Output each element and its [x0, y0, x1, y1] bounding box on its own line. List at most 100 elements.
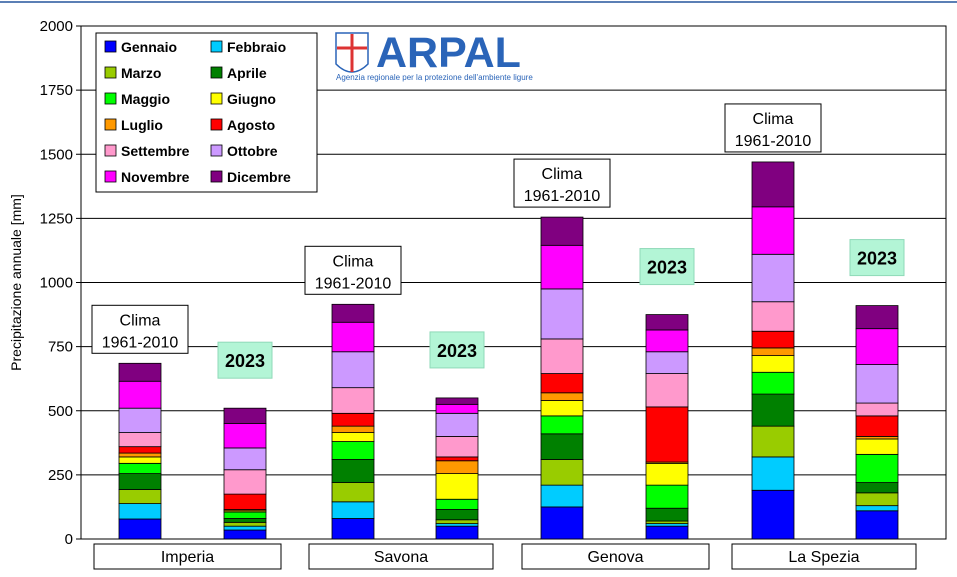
bar-segment-aprile	[331, 459, 375, 483]
bar-segment-settembre	[223, 469, 267, 495]
bar-segment-ottobre	[223, 447, 267, 471]
bar-segment-febbraio	[540, 484, 584, 508]
bar-segment-settembre	[645, 373, 689, 408]
bar-segment-novembre	[435, 403, 479, 414]
bar-segment-giugno	[435, 473, 479, 500]
category-box	[93, 543, 282, 570]
x-category-label: Imperia	[161, 549, 214, 566]
plot-frame	[80, 25, 947, 540]
bar-segment-ottobre	[645, 351, 689, 374]
bar-segment-luglio	[435, 460, 479, 474]
legend-swatch-maggio	[104, 92, 117, 105]
year-label-box	[429, 331, 485, 369]
bar-segment-giugno	[118, 456, 162, 464]
legend-swatch-agosto	[210, 118, 223, 131]
bar-segment-agosto	[751, 330, 795, 349]
clima-label-line2: 1961-2010	[524, 188, 601, 205]
bar-segment-giugno	[331, 432, 375, 442]
bar-segment-agosto	[331, 412, 375, 427]
bar-segment-luglio	[118, 452, 162, 458]
bar-segment-ottobre	[435, 412, 479, 437]
bar-segment-aprile	[751, 393, 795, 427]
bar-segment-maggio	[118, 462, 162, 474]
bar-segment-aprile	[540, 433, 584, 460]
bar-segment-giugno	[751, 355, 795, 373]
legend-swatch-settembre	[104, 144, 117, 157]
y-tick-label: 500	[48, 403, 73, 420]
bar-segment-luglio	[540, 392, 584, 401]
bar-segment-aprile	[645, 507, 689, 522]
legend-swatch-febbraio	[210, 40, 223, 53]
bar-segment-novembre	[223, 423, 267, 449]
bar-segment-aprile	[435, 509, 479, 521]
bar-segment-marzo	[751, 425, 795, 458]
bar-segment-maggio	[331, 441, 375, 460]
bar-segment-luglio	[751, 347, 795, 357]
clima-label-line1: Clima	[120, 312, 161, 329]
bar-segment-febbraio	[331, 501, 375, 519]
legend-label-aprile: Aprile	[227, 65, 267, 81]
legend-label-ottobre: Ottobre	[227, 143, 278, 159]
bar-segment-maggio	[223, 511, 267, 519]
clima-label-line1: Clima	[333, 253, 374, 270]
bar-segment-novembre	[751, 206, 795, 255]
legend-label-agosto: Agosto	[227, 117, 275, 133]
bar-segment-gennaio	[331, 518, 375, 540]
bar-segment-novembre	[855, 328, 899, 365]
bar-segment-settembre	[118, 432, 162, 448]
logo-tagline: Agenzia regionale per la protezione dell…	[336, 73, 533, 82]
legend-label-marzo: Marzo	[121, 65, 161, 81]
bar-segment-aprile	[118, 473, 162, 490]
legend-label-giugno: Giugno	[227, 91, 276, 107]
bar-segment-febbraio	[223, 525, 267, 531]
legend-swatch-gennaio	[104, 40, 117, 53]
bar-segment-gennaio	[118, 518, 162, 540]
bar-segment-gennaio	[645, 525, 689, 540]
bar-segment-settembre	[540, 338, 584, 374]
bar-segment-ottobre	[751, 253, 795, 303]
clima-label-line1: Clima	[753, 111, 794, 128]
bar-segment-dicembre	[118, 362, 162, 382]
bar-segment-dicembre	[751, 161, 795, 208]
bar-segment-dicembre	[223, 407, 267, 424]
clima-label-box	[304, 245, 402, 295]
category-box	[521, 543, 710, 570]
bar-segment-maggio	[645, 484, 689, 509]
y-tick-label: 0	[65, 531, 73, 548]
bar-segment-settembre	[435, 435, 479, 458]
bar-segment-ottobre	[540, 288, 584, 340]
y-tick-label: 2000	[40, 18, 73, 35]
bar-segment-giugno	[855, 438, 899, 455]
bar-segment-marzo	[540, 459, 584, 486]
year-label-box	[639, 248, 695, 286]
bar-segment-agosto	[645, 406, 689, 463]
bar-segment-marzo	[223, 521, 267, 527]
bar-segment-dicembre	[435, 397, 479, 405]
bar-segment-aprile	[855, 482, 899, 494]
bar-segment-maggio	[855, 453, 899, 483]
year-label-box	[849, 239, 905, 277]
bar-segment-febbraio	[751, 456, 795, 491]
bar-segment-marzo	[118, 489, 162, 505]
y-tick-label: 250	[48, 467, 73, 484]
logo-wordmark: ARPAL	[376, 29, 521, 77]
bar-segment-novembre	[540, 244, 584, 290]
year-label: 2023	[225, 351, 265, 371]
legend-swatch-marzo	[104, 66, 117, 79]
bar-segment-novembre	[118, 380, 162, 409]
legend-label-luglio: Luglio	[121, 117, 163, 133]
clima-label-line2: 1961-2010	[102, 334, 179, 351]
bar-segment-novembre	[645, 329, 689, 353]
bar-segment-marzo	[331, 482, 375, 503]
x-category-label: Genova	[587, 549, 643, 566]
bar-segment-giugno	[645, 462, 689, 486]
clima-label-line1: Clima	[542, 166, 583, 183]
y-tick-label: 1750	[40, 82, 73, 99]
legend-box	[95, 32, 318, 193]
legend-label-febbraio: Febbraio	[227, 39, 286, 55]
bar-segment-agosto	[855, 415, 899, 437]
y-axis-label: Precipitazione annuale [mm]	[8, 194, 24, 371]
legend-label-settembre: Settembre	[121, 143, 190, 159]
